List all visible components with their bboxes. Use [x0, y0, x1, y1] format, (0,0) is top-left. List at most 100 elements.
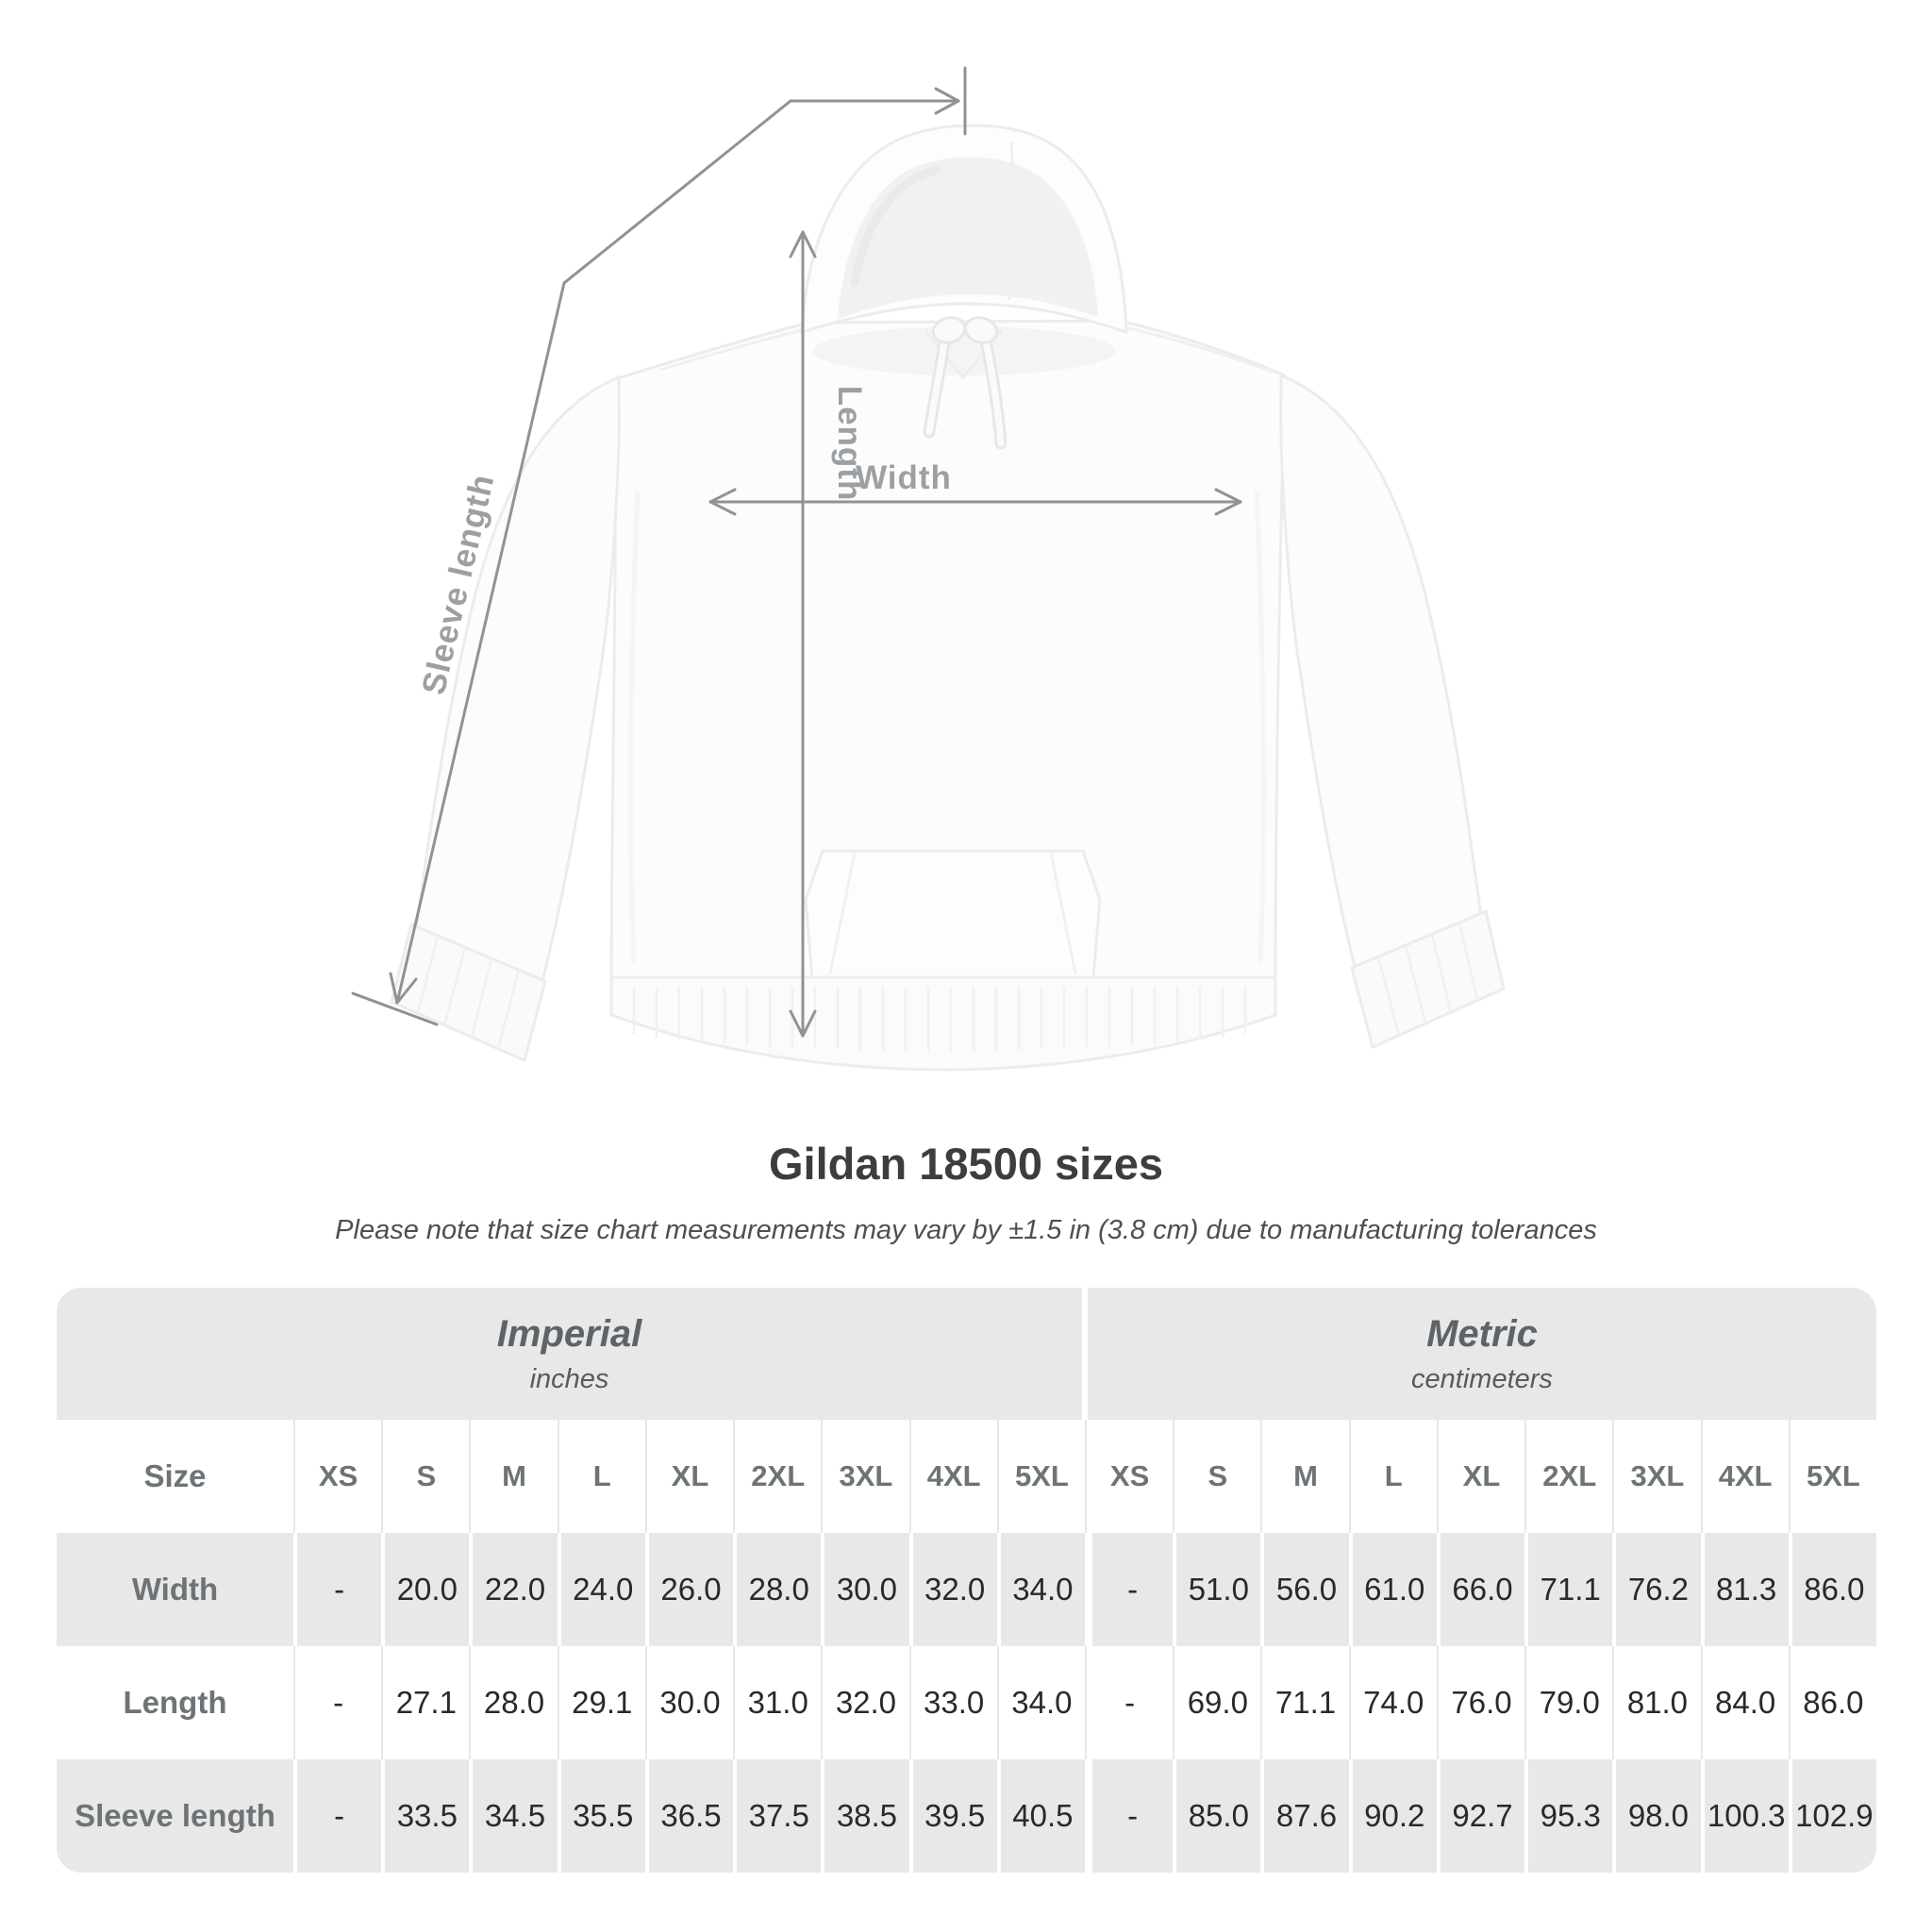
length-imperial-2xl: 31.0 [733, 1646, 821, 1759]
size-col-imperial-3xl: 3XL [821, 1420, 908, 1533]
length-metric-5xl: 86.0 [1788, 1646, 1876, 1759]
length-imperial-4xl: 33.0 [908, 1646, 997, 1759]
size-col-metric-m: M [1260, 1420, 1348, 1533]
sleeve-imperial-4xl: 39.5 [908, 1759, 997, 1873]
width-imperial-2xl: 28.0 [733, 1533, 821, 1646]
size-col-imperial-s: S [381, 1420, 469, 1533]
width-metric-m: 56.0 [1260, 1533, 1348, 1646]
sleeve-metric-4xl: 100.3 [1700, 1759, 1789, 1873]
size-col-imperial-xl: XL [644, 1420, 733, 1533]
length-metric-2xl: 79.0 [1524, 1646, 1612, 1759]
hoodie-illustration [390, 124, 1506, 1072]
length-metric-m: 71.1 [1260, 1646, 1348, 1759]
imperial-unit: inches [529, 1363, 609, 1394]
sleeve-metric-xs: - [1084, 1759, 1173, 1873]
length-metric-s: 69.0 [1173, 1646, 1260, 1759]
row-label-length: Length [123, 1685, 227, 1720]
sleeve-imperial-m: 34.5 [469, 1759, 557, 1873]
size-col-metric-xs: XS [1084, 1420, 1173, 1533]
sleeve-imperial-s: 33.5 [381, 1759, 469, 1873]
size-col-imperial-l: L [557, 1420, 645, 1533]
dimension-lines [351, 66, 1242, 1038]
row-label-width: Width [131, 1572, 219, 1607]
width-metric-2xl: 71.1 [1524, 1533, 1612, 1646]
width-metric-xs: - [1084, 1533, 1173, 1646]
length-imperial-3xl: 32.0 [821, 1646, 908, 1759]
size-col-metric-l: L [1348, 1420, 1437, 1533]
width-imperial-s: 20.0 [381, 1533, 469, 1646]
width-metric-4xl: 81.3 [1700, 1533, 1789, 1646]
hem-band [609, 975, 1277, 1072]
length-imperial-xs: - [293, 1646, 381, 1759]
width-imperial-4xl: 32.0 [908, 1533, 997, 1646]
width-metric-3xl: 76.2 [1612, 1533, 1700, 1646]
size-col-metric-3xl: 3XL [1612, 1420, 1700, 1533]
width-metric-s: 51.0 [1173, 1533, 1260, 1646]
length-imperial-xl: 30.0 [644, 1646, 733, 1759]
width-dimension [708, 488, 1242, 516]
unit-header-band: Imperial inches Metric centimeters [57, 1288, 1876, 1420]
sleeve-metric-3xl: 98.0 [1612, 1759, 1700, 1873]
left-cuff [390, 922, 547, 1063]
sleeve-imperial-xs: - [293, 1759, 381, 1873]
metric-header: Metric centimeters [1088, 1288, 1876, 1420]
length-imperial-s: 27.1 [381, 1646, 469, 1759]
size-col-metric-5xl: 5XL [1788, 1420, 1876, 1533]
row-label-sleeve-length: Sleeve length [75, 1798, 275, 1833]
sleeve-metric-2xl: 95.3 [1524, 1759, 1612, 1873]
metric-title: Metric [1426, 1312, 1538, 1355]
width-imperial-xs: - [293, 1533, 381, 1646]
length-metric-4xl: 84.0 [1700, 1646, 1789, 1759]
length-metric-3xl: 81.0 [1612, 1646, 1700, 1759]
imperial-header: Imperial inches [57, 1288, 1082, 1420]
length-metric-xs: - [1084, 1646, 1173, 1759]
kangaroo-pocket [804, 849, 1102, 979]
width-imperial-xl: 26.0 [644, 1533, 733, 1646]
hoodie-measurement-diagram: Sleeve length Length Width [351, 66, 1506, 1072]
size-col-metric-2xl: 2XL [1524, 1420, 1612, 1533]
length-imperial-l: 29.1 [557, 1646, 645, 1759]
page-title: Gildan 18500 sizes [768, 1139, 1164, 1189]
sleeve-imperial-3xl: 38.5 [821, 1759, 908, 1873]
sleeve-imperial-xl: 36.5 [644, 1759, 733, 1873]
sleeve-metric-5xl: 102.9 [1788, 1759, 1876, 1873]
sleeve-imperial-2xl: 37.5 [733, 1759, 821, 1873]
size-col-metric-s: S [1173, 1420, 1260, 1533]
width-label: Width [856, 459, 952, 496]
size-header: Size [143, 1458, 207, 1493]
size-header-row: Size XS S M L XL 2XL 3XL 4XL 5XL XS S M … [57, 1420, 1876, 1533]
size-col-imperial-5xl: 5XL [996, 1420, 1085, 1533]
width-imperial-l: 24.0 [557, 1533, 645, 1646]
width-metric-l: 61.0 [1348, 1533, 1437, 1646]
sleeve-metric-l: 90.2 [1348, 1759, 1437, 1873]
size-col-imperial-2xl: 2XL [733, 1420, 821, 1533]
length-imperial-m: 28.0 [469, 1646, 557, 1759]
size-col-imperial-4xl: 4XL [908, 1420, 997, 1533]
length-imperial-5xl: 34.0 [996, 1646, 1085, 1759]
size-table: Imperial inches Metric centimeters Size … [57, 1288, 1876, 1873]
size-col-imperial-m: M [469, 1420, 557, 1533]
sleeve-metric-m: 87.6 [1260, 1759, 1348, 1873]
size-col-metric-4xl: 4XL [1700, 1420, 1789, 1533]
length-metric-xl: 76.0 [1436, 1646, 1524, 1759]
sleeve-length-dimension [351, 66, 967, 1026]
size-col-metric-xl: XL [1436, 1420, 1524, 1533]
size-col-imperial-xs: XS [293, 1420, 381, 1533]
width-metric-xl: 66.0 [1436, 1533, 1524, 1646]
sleeve-imperial-l: 35.5 [557, 1759, 645, 1873]
width-metric-5xl: 86.0 [1788, 1533, 1876, 1646]
length-label: Length [831, 386, 868, 502]
tolerance-note: Please note that size chart measurements… [335, 1215, 1597, 1245]
width-imperial-m: 22.0 [469, 1533, 557, 1646]
table-row-length: Length - 27.1 28.0 29.1 30.0 31.0 32.0 3… [57, 1646, 1876, 1759]
length-dimension [789, 230, 817, 1038]
length-metric-l: 74.0 [1348, 1646, 1437, 1759]
width-imperial-3xl: 30.0 [821, 1533, 908, 1646]
metric-unit: centimeters [1411, 1363, 1553, 1394]
imperial-title: Imperial [496, 1312, 642, 1355]
sleeve-metric-s: 85.0 [1173, 1759, 1260, 1873]
table-row-width: Width - 20.0 22.0 24.0 26.0 28.0 30.0 32… [57, 1533, 1876, 1646]
table-row-sleeve-length: Sleeve length - 33.5 34.5 35.5 36.5 37.5… [57, 1759, 1876, 1873]
sleeve-metric-xl: 92.7 [1436, 1759, 1524, 1873]
